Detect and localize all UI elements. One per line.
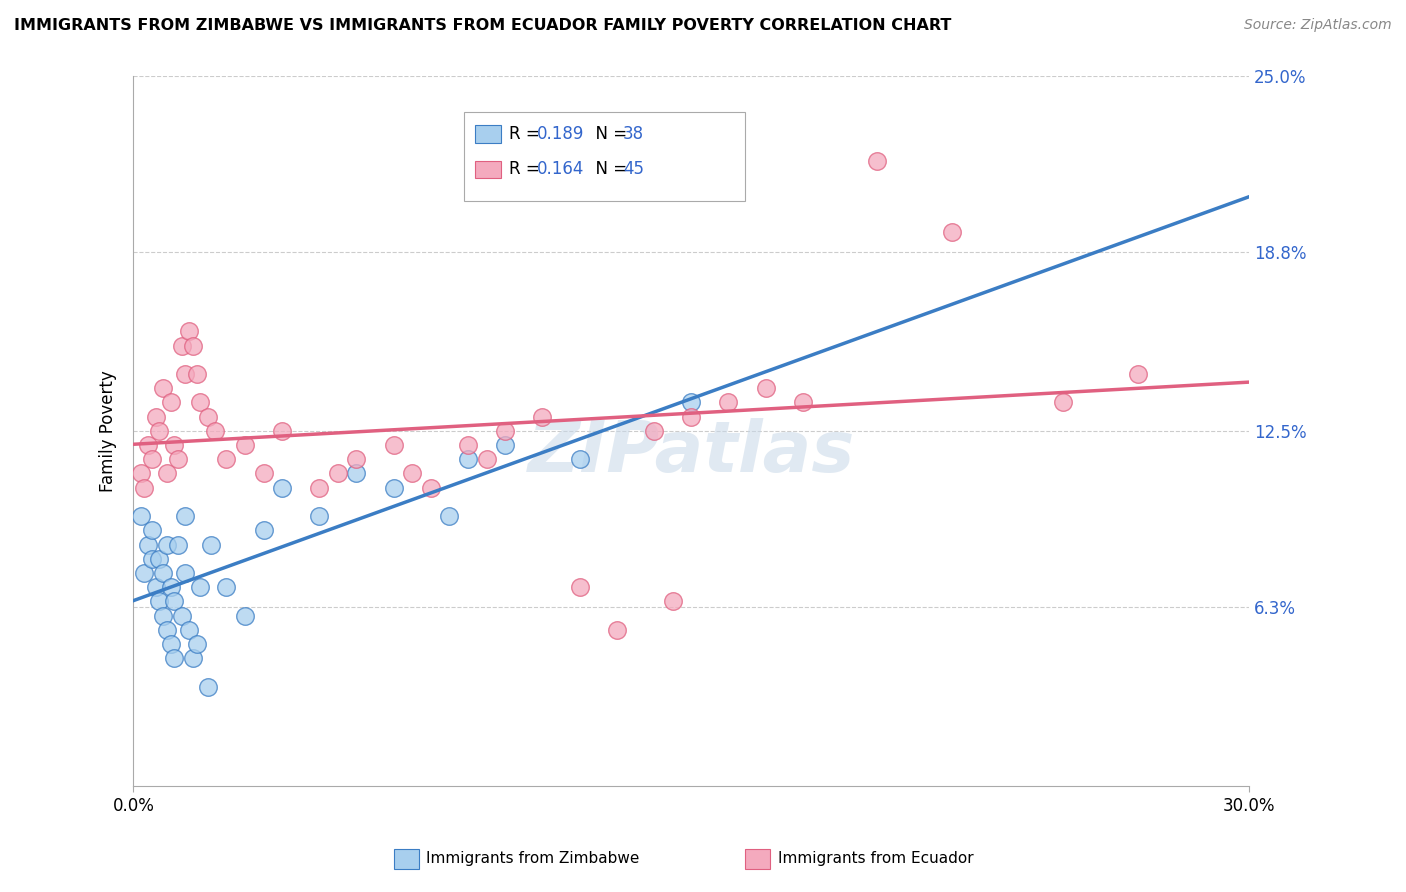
Point <box>457 438 479 452</box>
Point <box>129 509 152 524</box>
Y-axis label: Family Poverty: Family Poverty <box>100 370 117 491</box>
Point <box>494 438 516 452</box>
Point <box>129 467 152 481</box>
Point <box>866 153 889 168</box>
Point <box>152 608 174 623</box>
Point <box>681 409 703 424</box>
Point <box>1126 367 1149 381</box>
Point <box>271 424 294 438</box>
Point <box>382 438 405 452</box>
Point <box>186 367 208 381</box>
Point <box>233 438 256 452</box>
Point <box>382 481 405 495</box>
Point <box>141 524 163 538</box>
Point <box>179 324 201 338</box>
Point <box>152 566 174 580</box>
Point <box>159 637 181 651</box>
Point <box>145 580 167 594</box>
Point <box>346 452 368 467</box>
Point <box>457 452 479 467</box>
Text: 0.189: 0.189 <box>537 125 585 143</box>
Point <box>941 225 963 239</box>
Point <box>141 452 163 467</box>
Point <box>141 551 163 566</box>
Text: R =: R = <box>509 125 546 143</box>
Point <box>174 566 197 580</box>
Point <box>152 381 174 395</box>
Point <box>233 608 256 623</box>
Text: 45: 45 <box>623 161 644 178</box>
Point <box>197 409 219 424</box>
Point <box>156 537 179 551</box>
Point <box>792 395 814 409</box>
Point <box>494 424 516 438</box>
Point <box>163 594 186 608</box>
Point <box>215 452 238 467</box>
Point <box>186 637 208 651</box>
Point <box>136 438 159 452</box>
Text: N =: N = <box>585 161 633 178</box>
Point <box>163 438 186 452</box>
Point <box>419 481 441 495</box>
Point <box>661 594 683 608</box>
Point <box>181 338 204 352</box>
Point <box>148 594 170 608</box>
Point <box>156 623 179 637</box>
Point <box>326 467 349 481</box>
Text: IMMIGRANTS FROM ZIMBABWE VS IMMIGRANTS FROM ECUADOR FAMILY POVERTY CORRELATION C: IMMIGRANTS FROM ZIMBABWE VS IMMIGRANTS F… <box>14 18 952 33</box>
Point <box>188 580 211 594</box>
Point <box>439 509 461 524</box>
Point <box>145 409 167 424</box>
Point <box>204 424 226 438</box>
Text: 38: 38 <box>623 125 644 143</box>
Point <box>179 623 201 637</box>
Point <box>475 452 498 467</box>
Text: R =: R = <box>509 161 546 178</box>
Point <box>163 651 186 665</box>
Text: ZIPatlas: ZIPatlas <box>527 417 855 487</box>
Point <box>252 524 274 538</box>
Point <box>643 424 665 438</box>
Text: Source: ZipAtlas.com: Source: ZipAtlas.com <box>1244 18 1392 32</box>
Point <box>308 481 330 495</box>
Point <box>170 608 193 623</box>
Point <box>170 338 193 352</box>
Point <box>308 509 330 524</box>
Point <box>568 580 591 594</box>
Point <box>717 395 740 409</box>
Point <box>755 381 778 395</box>
Point <box>136 537 159 551</box>
Point <box>134 481 156 495</box>
Point <box>134 566 156 580</box>
Point <box>681 395 703 409</box>
Point <box>200 537 222 551</box>
Text: N =: N = <box>585 125 633 143</box>
Point <box>197 680 219 694</box>
Point <box>148 551 170 566</box>
Point <box>271 481 294 495</box>
Point <box>401 467 423 481</box>
Point <box>215 580 238 594</box>
Point <box>159 395 181 409</box>
Point <box>1052 395 1074 409</box>
Point <box>167 537 190 551</box>
Text: Immigrants from Ecuador: Immigrants from Ecuador <box>778 851 973 865</box>
Point <box>252 467 274 481</box>
Text: Immigrants from Zimbabwe: Immigrants from Zimbabwe <box>426 851 640 865</box>
Point <box>568 452 591 467</box>
Point <box>167 452 190 467</box>
Point <box>188 395 211 409</box>
Point <box>346 467 368 481</box>
Point <box>156 467 179 481</box>
Point <box>174 367 197 381</box>
Point <box>174 509 197 524</box>
Point <box>531 409 554 424</box>
Point <box>159 580 181 594</box>
Point <box>606 623 628 637</box>
Point <box>181 651 204 665</box>
Point <box>148 424 170 438</box>
Text: 0.164: 0.164 <box>537 161 585 178</box>
